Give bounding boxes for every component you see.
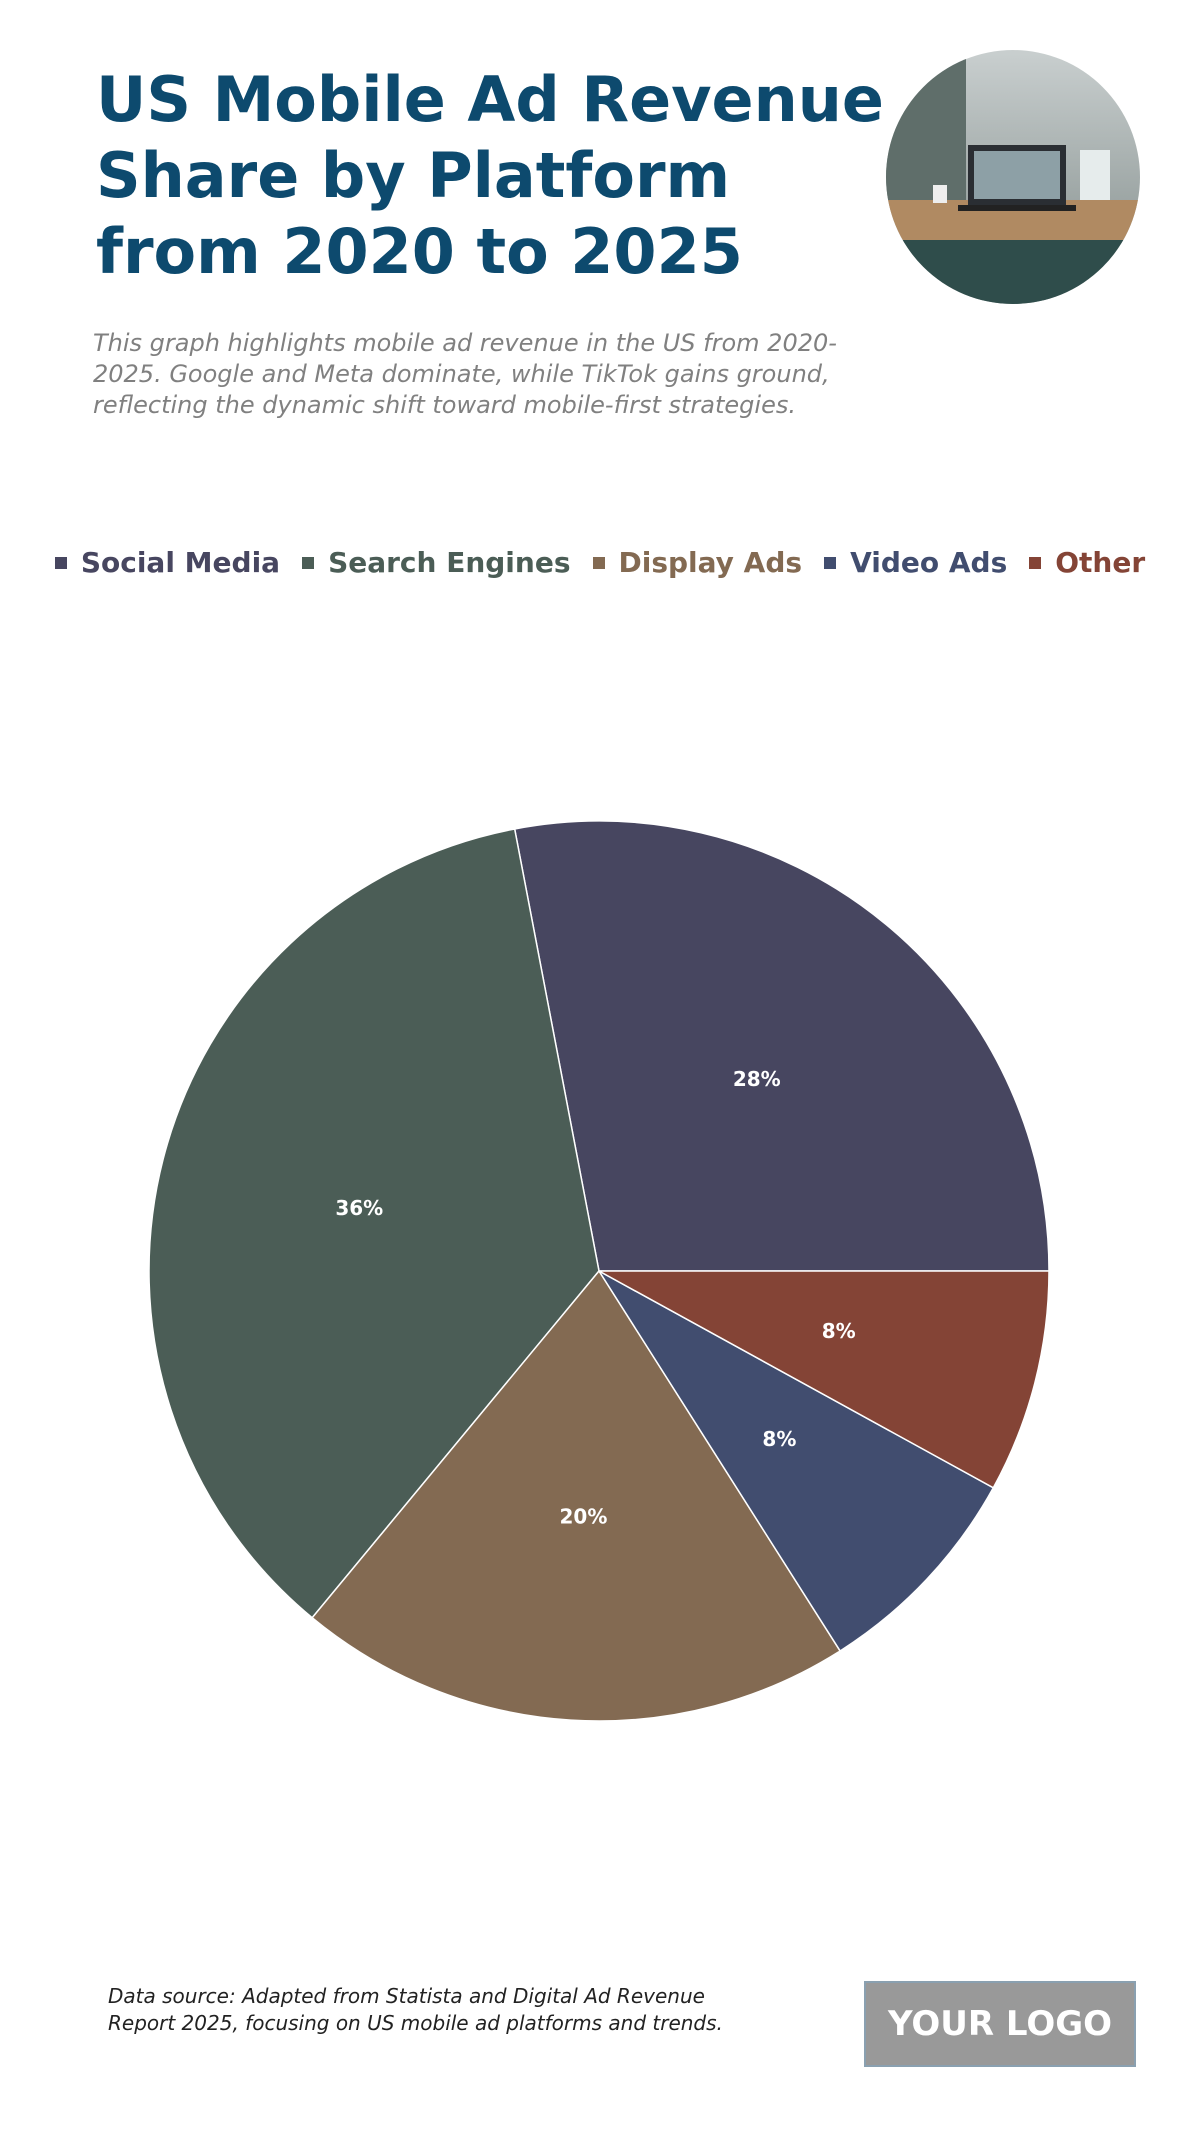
data-label: 8%	[822, 1319, 856, 1343]
legend-label: Social Media	[80, 546, 281, 579]
legend-item: Video Ads	[824, 546, 1007, 579]
legend-item: Display Ads	[592, 546, 803, 579]
logo: YOUR LOGO	[864, 1981, 1136, 2067]
data-label: 8%	[762, 1427, 796, 1451]
legend-item: Other	[1029, 546, 1145, 579]
data-label: 36%	[335, 1196, 383, 1220]
pie-slice	[513, 820, 1050, 1272]
chart-title: US Mobile Ad Revenue Share by Platform f…	[96, 63, 884, 288]
legend: Social Media Search Engines Display Ads Vid…	[0, 546, 1200, 579]
source-note: Data source: Adapted from Statista and D…	[108, 1984, 723, 2035]
pie-slice	[311, 1269, 842, 1722]
data-label: 20%	[560, 1505, 608, 1529]
chart-subtitle: This graph highlights mobile ad revenue …	[93, 329, 837, 419]
legend-item: Search Engines	[302, 546, 571, 579]
legend-label: Other	[1055, 546, 1146, 579]
legend-label: Search Engines	[328, 546, 571, 579]
legend-swatch	[592, 556, 605, 569]
pie-slice	[598, 1270, 1050, 1489]
legend-swatch	[54, 556, 67, 569]
photo	[886, 50, 1140, 304]
data-label: 28%	[733, 1067, 781, 1091]
pie-slice	[148, 828, 600, 1619]
pie-slice	[598, 1270, 995, 1652]
legend-swatch	[302, 556, 315, 569]
legend-swatch	[1029, 556, 1042, 569]
legend-label: Display Ads	[618, 546, 803, 579]
legend-item: Social Media	[54, 546, 281, 579]
legend-swatch	[824, 556, 837, 569]
legend-label: Video Ads	[850, 546, 1008, 579]
